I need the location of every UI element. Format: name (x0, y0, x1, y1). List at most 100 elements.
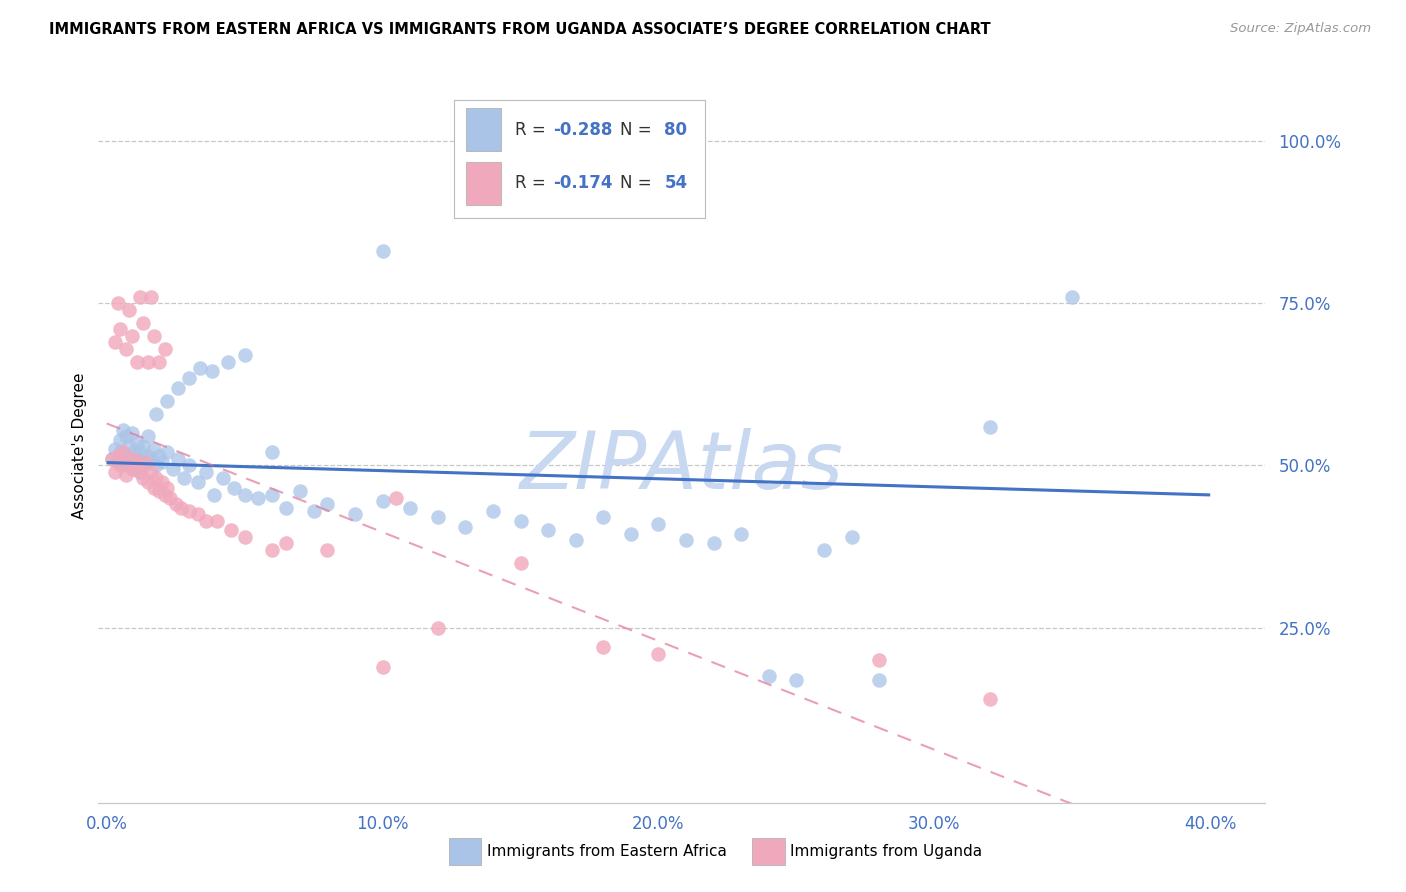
Point (202, 488, 225, 502)
Point (509, 556, 531, 570)
Point (112, 445, 135, 459)
Point (426, 510, 449, 524)
Point (118, 439, 141, 453)
Point (537, 524, 560, 538)
Bar (752, 838, 785, 865)
Point (868, 653, 890, 667)
Point (371, 494, 394, 508)
Point (139, 465, 162, 479)
Point (730, 526, 752, 541)
Point (115, 342, 138, 356)
Point (371, 659, 394, 673)
Point (156, 445, 179, 459)
Point (124, 445, 146, 459)
Point (195, 514, 218, 528)
Point (125, 435, 148, 450)
Point (148, 354, 170, 368)
Point (302, 504, 325, 518)
Point (399, 500, 422, 515)
Point (101, 452, 124, 467)
Point (217, 354, 239, 368)
Text: Immigrants from Uganda: Immigrants from Uganda (790, 844, 983, 859)
Point (110, 322, 132, 336)
Point (125, 458, 148, 473)
Point (316, 497, 339, 511)
Point (426, 621, 449, 635)
Point (107, 455, 129, 469)
Point (107, 296, 129, 310)
Point (165, 497, 187, 511)
Point (110, 433, 132, 447)
Point (112, 423, 135, 437)
Point (205, 514, 228, 528)
Text: ZIPAtlas: ZIPAtlas (520, 428, 844, 507)
Point (564, 533, 586, 547)
Point (145, 407, 167, 421)
Text: N =: N = (620, 121, 657, 139)
Point (145, 458, 167, 473)
Text: 54: 54 (665, 175, 688, 193)
Point (813, 542, 835, 557)
Point (142, 481, 165, 495)
Point (148, 449, 170, 463)
Point (509, 514, 531, 528)
Bar (465, 109, 501, 152)
Point (262, 542, 284, 557)
Point (128, 445, 150, 459)
Point (125, 354, 148, 368)
Point (233, 488, 256, 502)
Point (233, 348, 256, 362)
Point (124, 452, 146, 467)
Point (115, 429, 138, 443)
Point (131, 316, 153, 330)
Text: N =: N = (620, 175, 657, 193)
Text: 80: 80 (665, 121, 688, 139)
Point (219, 524, 242, 538)
Point (675, 533, 697, 547)
Point (592, 510, 614, 524)
Point (124, 461, 146, 475)
Point (121, 328, 143, 343)
Text: Source: ZipAtlas.com: Source: ZipAtlas.com (1230, 22, 1371, 36)
Point (131, 439, 153, 453)
Y-axis label: Associate's Degree: Associate's Degree (72, 373, 87, 519)
Point (142, 328, 165, 343)
Point (112, 458, 135, 473)
Point (620, 526, 643, 541)
Point (979, 419, 1001, 434)
FancyBboxPatch shape (454, 100, 706, 218)
Point (134, 455, 156, 469)
Point (187, 507, 209, 521)
Point (979, 692, 1001, 706)
Point (274, 500, 297, 515)
Point (139, 452, 162, 467)
Point (156, 393, 179, 408)
Point (1062, 290, 1084, 304)
Point (371, 244, 394, 259)
Bar (449, 838, 481, 865)
Point (211, 471, 233, 485)
Point (136, 475, 159, 489)
Point (592, 640, 614, 654)
Point (222, 481, 245, 495)
Point (179, 371, 201, 385)
Point (262, 445, 284, 459)
Point (262, 488, 284, 502)
Point (150, 475, 173, 489)
Point (139, 290, 162, 304)
Point (179, 458, 201, 473)
Point (134, 458, 156, 473)
Point (703, 536, 725, 550)
Text: R =: R = (515, 175, 551, 193)
Point (136, 429, 159, 443)
Point (343, 507, 366, 521)
Point (136, 354, 159, 368)
Point (118, 455, 141, 469)
Point (316, 542, 339, 557)
Point (647, 647, 669, 661)
Point (110, 445, 132, 459)
Point (121, 461, 143, 475)
Point (167, 452, 190, 467)
Point (142, 442, 165, 457)
Point (200, 364, 222, 378)
